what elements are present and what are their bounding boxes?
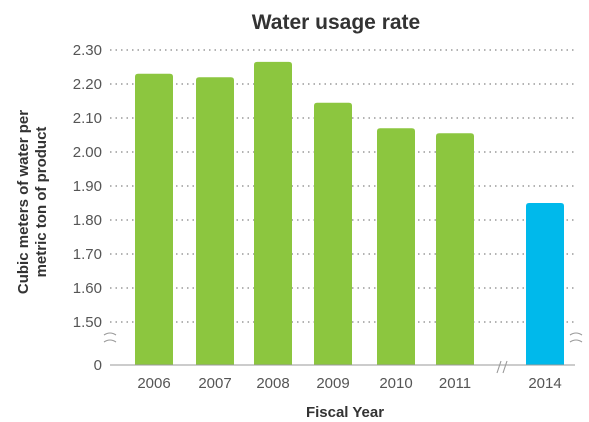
y-tick-label-zero: 0	[94, 357, 102, 374]
y-axis-title-line-2: metric ton of product	[33, 127, 50, 278]
y-tick-label: 2.30	[73, 42, 102, 59]
x-axis-title: Fiscal Year	[306, 404, 384, 421]
y-tick-label: 1.50	[73, 314, 102, 331]
x-tick-label: 2010	[379, 375, 412, 392]
x-tick-label: 2007	[198, 375, 231, 392]
y-axis-break-left	[103, 332, 117, 343]
bar-2014	[526, 203, 564, 365]
x-tick-label: 2014	[528, 375, 561, 392]
x-tick-label: 2008	[256, 375, 289, 392]
bar-2010	[377, 128, 415, 365]
bar-2006	[135, 73, 173, 366]
x-axis-break	[496, 360, 508, 374]
y-tick-label: 2.10	[73, 110, 102, 127]
y-tick-label: 1.60	[73, 280, 102, 297]
y-tick-label: 2.00	[73, 144, 102, 161]
chart-title: Water usage rate	[252, 11, 420, 34]
y-tick-label: 1.90	[73, 178, 102, 195]
y-tick-label: 1.70	[73, 246, 102, 263]
y-axis-break-right	[569, 332, 583, 343]
bar-2009	[314, 102, 352, 365]
bar-2007	[196, 77, 234, 365]
x-tick-labels: 2006 2007 2008 2009 2010 2011 2014	[137, 375, 561, 392]
y-tick-labels: 2.30 2.20 2.10 2.00 1.90 1.80 1.70 1.60 1.50	[73, 42, 102, 331]
y-axis-title-line-1: Cubic meters of water per	[15, 110, 32, 294]
y-tick-label: 1.80	[73, 212, 102, 229]
bar-2011	[436, 133, 474, 365]
y-tick-label: 2.20	[73, 76, 102, 93]
axis-breaks	[103, 332, 583, 374]
x-tick-label: 2006	[137, 375, 170, 392]
x-tick-label: 2009	[316, 375, 349, 392]
bar-label-goal: GOAL	[538, 364, 553, 404]
y-axis-title: Cubic meters of water per metric ton of …	[15, 110, 50, 294]
bars: GOAL	[135, 61, 564, 404]
x-tick-label: 2011	[439, 375, 471, 392]
bar-2008	[254, 61, 292, 366]
